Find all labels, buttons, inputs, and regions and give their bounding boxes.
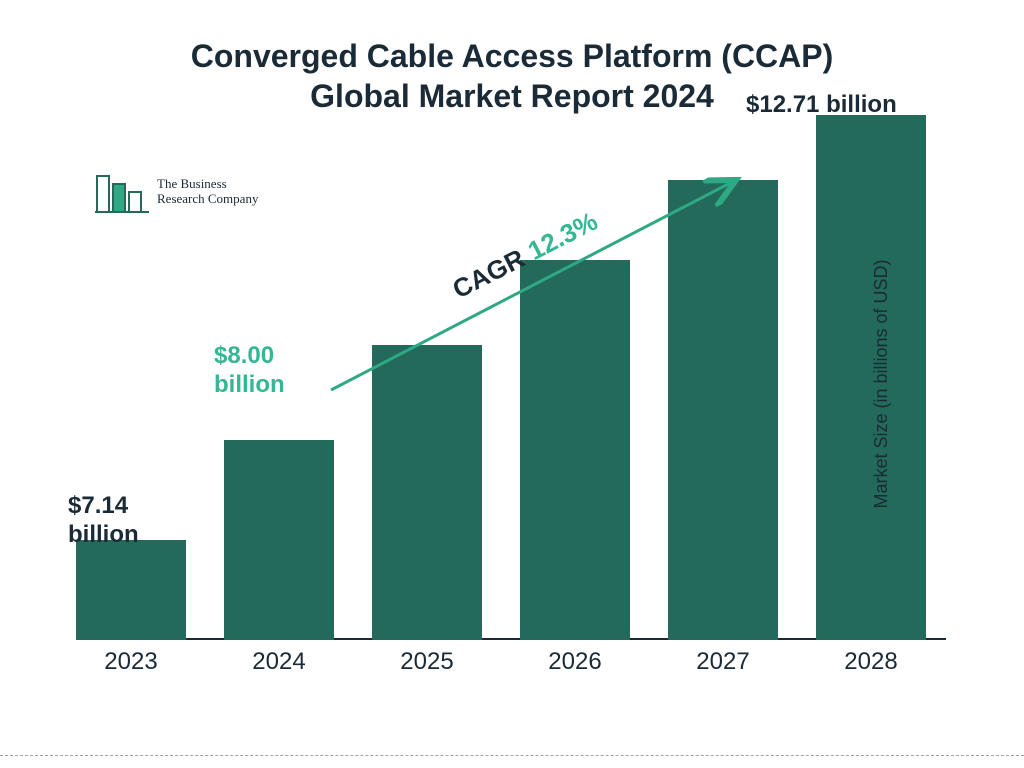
bar-2024	[224, 440, 334, 640]
bar-chart: 202320242025202620272028 CAGR12.3% $7.14…	[76, 160, 946, 670]
bar-2025	[372, 345, 482, 640]
x-label-2027: 2027	[668, 648, 778, 676]
bar-2023	[76, 540, 186, 640]
x-label-2026: 2026	[520, 648, 630, 676]
cagr-percent: 12.3%	[523, 206, 602, 266]
bar-2026	[520, 260, 630, 640]
value-callout-2028: $12.71 billion	[746, 91, 897, 120]
value-callout-2024: $8.00billion	[214, 342, 285, 400]
bar-2027	[668, 180, 778, 640]
page: Converged Cable Access Platform (CCAP) G…	[0, 0, 1024, 768]
value-callout-2023: $7.14billion	[68, 492, 139, 550]
x-label-2028: 2028	[816, 648, 926, 676]
chart-area: 202320242025202620272028 CAGR12.3% $7.14…	[76, 160, 946, 700]
title-line-1: Converged Cable Access Platform (CCAP)	[0, 36, 1024, 76]
cagr-word: CAGR	[448, 243, 530, 304]
footer-divider	[0, 755, 1024, 756]
y-axis-label: Market Size (in billions of USD)	[871, 259, 892, 508]
x-label-2023: 2023	[76, 648, 186, 676]
x-label-2025: 2025	[372, 648, 482, 676]
x-label-2024: 2024	[224, 648, 334, 676]
